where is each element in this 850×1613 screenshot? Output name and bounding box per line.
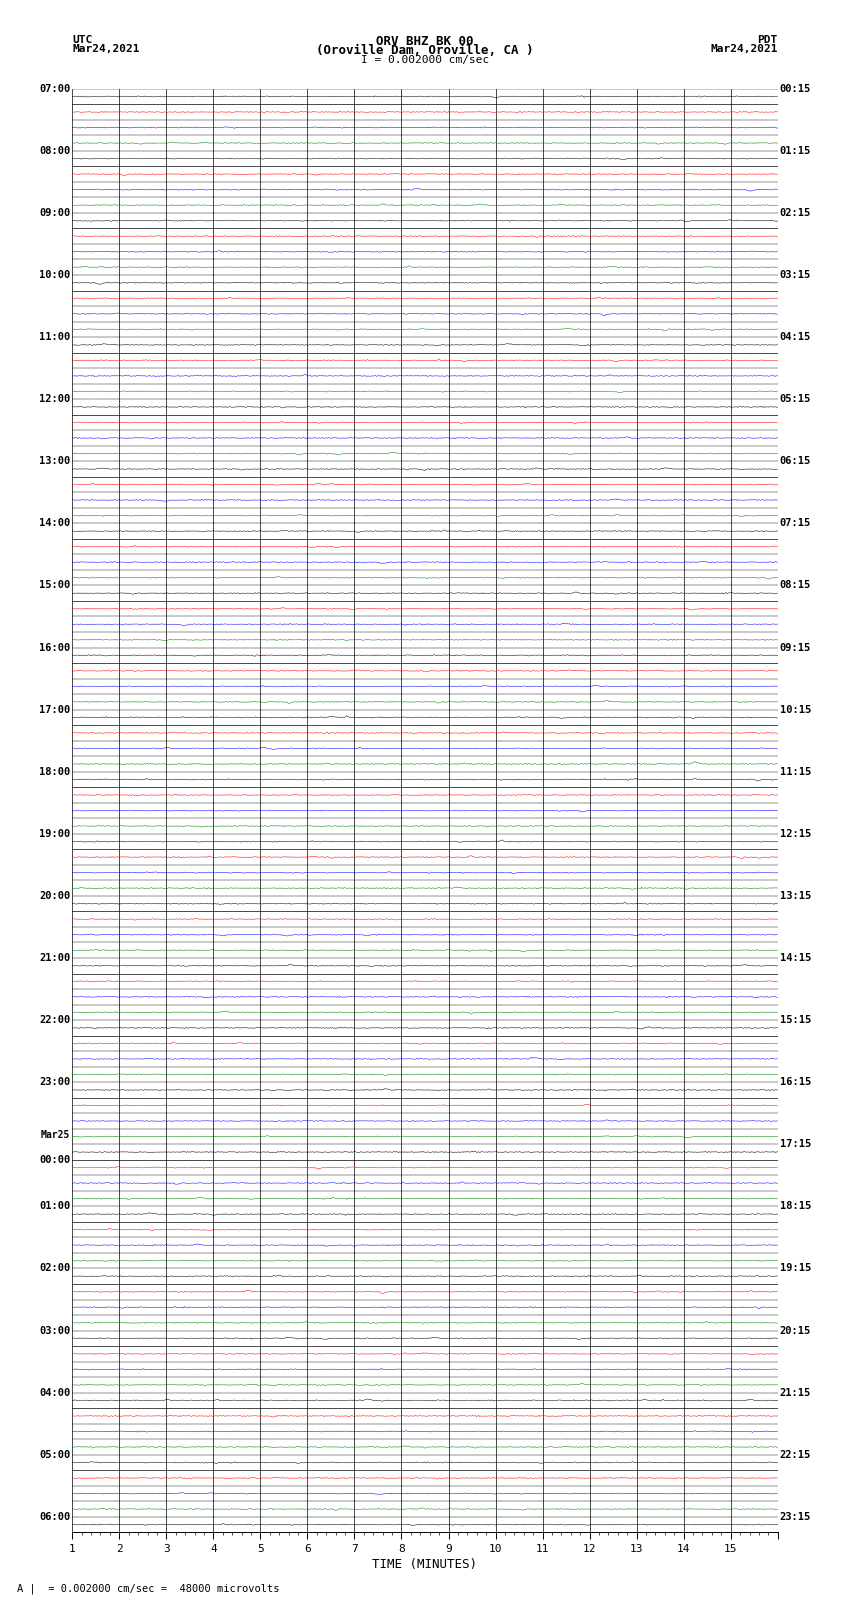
Text: 10:15: 10:15 [779, 705, 811, 715]
Text: 19:00: 19:00 [39, 829, 71, 839]
Text: 00:15: 00:15 [779, 84, 811, 94]
Text: 19:15: 19:15 [779, 1263, 811, 1273]
Text: 17:00: 17:00 [39, 705, 71, 715]
Text: 20:00: 20:00 [39, 890, 71, 902]
Text: 22:00: 22:00 [39, 1015, 71, 1026]
Text: 14:15: 14:15 [779, 953, 811, 963]
Text: 18:15: 18:15 [779, 1202, 811, 1211]
Text: 02:00: 02:00 [39, 1263, 71, 1273]
Text: 09:00: 09:00 [39, 208, 71, 218]
Text: 18:00: 18:00 [39, 766, 71, 777]
Text: 11:15: 11:15 [779, 766, 811, 777]
Text: PDT: PDT [757, 35, 778, 45]
Text: 16:00: 16:00 [39, 642, 71, 653]
Text: 05:00: 05:00 [39, 1450, 71, 1460]
Text: 23:15: 23:15 [779, 1511, 811, 1521]
Text: 03:15: 03:15 [779, 269, 811, 281]
Text: (Oroville Dam, Oroville, CA ): (Oroville Dam, Oroville, CA ) [316, 44, 534, 58]
Text: 22:15: 22:15 [779, 1450, 811, 1460]
Text: 06:00: 06:00 [39, 1511, 71, 1521]
Text: 13:00: 13:00 [39, 456, 71, 466]
Text: 05:15: 05:15 [779, 394, 811, 405]
Text: 03:00: 03:00 [39, 1326, 71, 1336]
Text: 00:00: 00:00 [39, 1155, 71, 1165]
Text: 21:00: 21:00 [39, 953, 71, 963]
Text: 23:00: 23:00 [39, 1077, 71, 1087]
Text: 12:00: 12:00 [39, 394, 71, 405]
Text: 07:00: 07:00 [39, 84, 71, 94]
Text: 04:00: 04:00 [39, 1387, 71, 1397]
Text: Mar24,2021: Mar24,2021 [711, 44, 778, 55]
Text: 16:15: 16:15 [779, 1077, 811, 1087]
Text: 12:15: 12:15 [779, 829, 811, 839]
Text: 17:15: 17:15 [779, 1139, 811, 1150]
Text: 06:15: 06:15 [779, 456, 811, 466]
Text: Mar25: Mar25 [41, 1131, 71, 1140]
Text: 13:15: 13:15 [779, 890, 811, 902]
Text: 02:15: 02:15 [779, 208, 811, 218]
Text: Mar24,2021: Mar24,2021 [72, 44, 139, 55]
Text: 15:00: 15:00 [39, 581, 71, 590]
Text: UTC: UTC [72, 35, 93, 45]
Text: 20:15: 20:15 [779, 1326, 811, 1336]
Text: 14:00: 14:00 [39, 518, 71, 529]
Text: 21:15: 21:15 [779, 1387, 811, 1397]
Text: 10:00: 10:00 [39, 269, 71, 281]
Text: A |  = 0.002000 cm/sec =  48000 microvolts: A | = 0.002000 cm/sec = 48000 microvolts [17, 1582, 280, 1594]
Text: 04:15: 04:15 [779, 332, 811, 342]
Text: 01:00: 01:00 [39, 1202, 71, 1211]
Text: 01:15: 01:15 [779, 145, 811, 156]
Text: 15:15: 15:15 [779, 1015, 811, 1026]
Text: 09:15: 09:15 [779, 642, 811, 653]
Text: 11:00: 11:00 [39, 332, 71, 342]
Text: 08:00: 08:00 [39, 145, 71, 156]
Text: ORV BHZ BK 00: ORV BHZ BK 00 [377, 35, 473, 48]
Text: 07:15: 07:15 [779, 518, 811, 529]
Text: I = 0.002000 cm/sec: I = 0.002000 cm/sec [361, 55, 489, 65]
X-axis label: TIME (MINUTES): TIME (MINUTES) [372, 1558, 478, 1571]
Text: 08:15: 08:15 [779, 581, 811, 590]
